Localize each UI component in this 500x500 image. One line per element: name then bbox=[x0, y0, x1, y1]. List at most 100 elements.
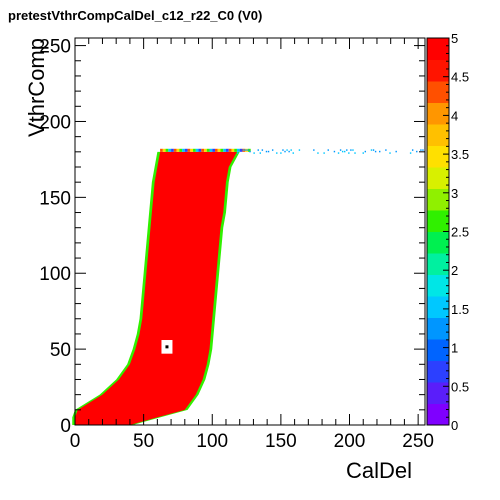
heatmap-cell bbox=[372, 149, 375, 151]
palette-band bbox=[427, 296, 449, 318]
heatmap-cell bbox=[313, 149, 315, 151]
palette-band bbox=[427, 124, 449, 146]
palette-band bbox=[427, 59, 449, 82]
x-axis-title: CalDel bbox=[346, 458, 412, 483]
x-axis: 0 50 100 150 200 250 bbox=[70, 38, 434, 452]
heatmap-cell bbox=[160, 148, 163, 152]
heatmap-cell bbox=[350, 149, 352, 151]
heatmap-cell bbox=[395, 150, 397, 153]
heatmap-cell bbox=[176, 148, 180, 152]
heatmap-cell bbox=[168, 148, 172, 152]
heatmap-cell bbox=[173, 148, 177, 152]
heatmap-cell bbox=[249, 150, 251, 153]
palette-band bbox=[427, 403, 449, 426]
palette-axis: 0 0.5 1 1.5 2 2.5 3 3.5 4 4.5 5 bbox=[443, 31, 469, 433]
heatmap-cell bbox=[317, 152, 319, 154]
palette-band bbox=[427, 274, 449, 297]
heatmap-cell bbox=[198, 148, 202, 152]
heatmap-cell bbox=[385, 149, 387, 151]
heatmap-hole-center bbox=[165, 345, 169, 349]
heatmap-cell bbox=[215, 148, 218, 152]
palette-tick-label: 4 bbox=[451, 108, 458, 123]
heatmap-cell bbox=[239, 148, 243, 152]
heatmap-cell bbox=[201, 148, 205, 152]
palette-band bbox=[427, 360, 449, 383]
heatmap-cell bbox=[267, 150, 270, 153]
heatmap-cell bbox=[379, 150, 381, 153]
heatmap-cell bbox=[253, 152, 255, 154]
chart-title: pretestVthrCompCalDel_c12_r22_C0 (V0) bbox=[8, 8, 262, 23]
heatmap-cell bbox=[284, 150, 286, 153]
heatmap-cell bbox=[389, 152, 391, 154]
y-tick-label: 150 bbox=[39, 188, 71, 209]
x-tick-label: 150 bbox=[265, 431, 297, 452]
palette-tick-label: 2.5 bbox=[451, 225, 469, 240]
heatmap-cell bbox=[225, 148, 229, 152]
palette-tick-label: 1 bbox=[451, 341, 458, 356]
heatmap-cell bbox=[352, 149, 354, 151]
x-tick-label: 0 bbox=[70, 431, 81, 452]
palette-tick-label: 1.5 bbox=[451, 302, 469, 317]
heatmap-cell bbox=[411, 149, 414, 151]
heatmap-cell bbox=[409, 152, 412, 154]
palette-tick-label: 3.5 bbox=[451, 147, 469, 162]
heatmap-cell bbox=[217, 148, 221, 152]
heatmap-cell bbox=[364, 150, 367, 153]
y-tick-label: 200 bbox=[39, 112, 71, 133]
heatmap-cell bbox=[187, 148, 191, 152]
heatmap-cell bbox=[280, 152, 282, 154]
x-tick-label: 50 bbox=[133, 431, 154, 452]
heatmap-cell bbox=[236, 152, 239, 154]
heatmap-cell bbox=[354, 152, 356, 154]
heatmap-cell bbox=[179, 148, 183, 152]
color-palette: 0 0.5 1 1.5 2 2.5 3 3.5 4 4.5 5 bbox=[426, 31, 469, 433]
x-tick-label: 200 bbox=[334, 431, 366, 452]
palette-band bbox=[427, 167, 449, 189]
heatmap-cell bbox=[234, 148, 237, 152]
plot-area: 0 50 100 150 200 250 0 50 100 150 200 250 bbox=[39, 37, 434, 452]
heatmap-cell bbox=[416, 150, 418, 153]
heatmap-region bbox=[75, 151, 237, 425]
heatmap-cell bbox=[259, 152, 262, 154]
heatmap-cell bbox=[292, 152, 294, 154]
heatmap-cell bbox=[420, 149, 422, 151]
heatmap-cell bbox=[339, 149, 342, 151]
palette-band bbox=[427, 382, 449, 404]
heatmap-cell bbox=[422, 149, 424, 151]
heatmap-cell bbox=[162, 148, 166, 152]
heatmap-cell bbox=[204, 148, 207, 152]
heatmap-cell bbox=[346, 149, 348, 151]
heatmap-cell bbox=[212, 148, 215, 152]
heatmap-cells bbox=[72, 148, 424, 425]
heatmap-cell bbox=[333, 150, 336, 153]
y-tick-label: 250 bbox=[39, 37, 71, 58]
palette-band bbox=[427, 188, 449, 211]
heatmap-cell bbox=[165, 148, 169, 152]
palette-band bbox=[427, 145, 449, 168]
y-tick-label: 100 bbox=[39, 264, 71, 285]
palette-band bbox=[427, 102, 449, 125]
heatmap-cell bbox=[231, 148, 235, 152]
heatmap-cell bbox=[228, 148, 232, 152]
palette-tick-label: 0.5 bbox=[451, 379, 469, 394]
heatmap-cell bbox=[182, 148, 185, 152]
y-axis-title: VthrComp bbox=[24, 38, 49, 137]
palette-bands bbox=[427, 38, 449, 426]
heatmap-cell bbox=[223, 148, 226, 152]
palette-band bbox=[427, 253, 449, 275]
heatmap-cell bbox=[271, 149, 274, 151]
heatmap-cell bbox=[190, 148, 194, 152]
heatmap-cell bbox=[257, 149, 259, 151]
palette-tick-label: 3 bbox=[451, 186, 458, 201]
heatmap-cell bbox=[344, 150, 346, 153]
heatmap-cell bbox=[341, 150, 344, 153]
palette-tick-label: 2 bbox=[451, 263, 458, 278]
y-tick-label: 0 bbox=[60, 416, 71, 437]
heatmap-cell bbox=[220, 148, 224, 152]
palette-band bbox=[427, 38, 449, 60]
plot-frame bbox=[74, 37, 426, 426]
y-axis: 0 50 100 150 200 250 bbox=[39, 37, 425, 437]
heatmap-cell bbox=[236, 148, 240, 152]
palette-tick-label: 4.5 bbox=[451, 70, 469, 85]
